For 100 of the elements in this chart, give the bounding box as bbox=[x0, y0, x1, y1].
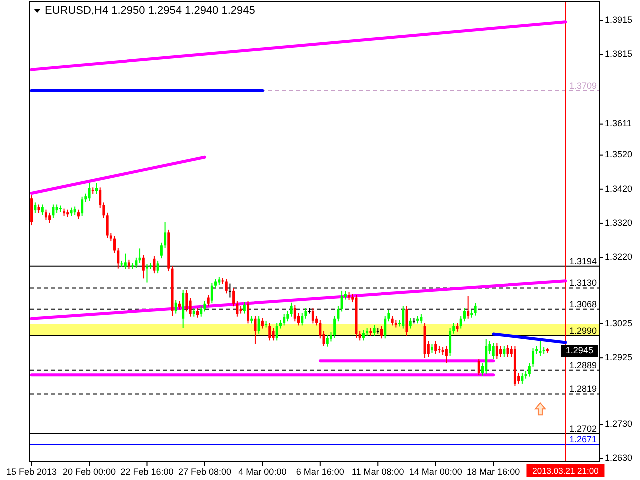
candlestick bbox=[380, 326, 384, 340]
candlestick bbox=[301, 312, 304, 326]
candlestick bbox=[478, 358, 480, 376]
ref-line-label: 1.3194 bbox=[569, 256, 597, 266]
y-tick-label: 1.3420 bbox=[605, 184, 633, 194]
candlestick bbox=[467, 296, 470, 320]
candlestick bbox=[362, 330, 365, 342]
x-tick-label: 18 Mar 16:00 bbox=[467, 467, 520, 477]
candlestick bbox=[500, 346, 502, 358]
candlestick bbox=[434, 340, 438, 354]
candlestick bbox=[214, 278, 218, 290]
candlestick bbox=[153, 256, 156, 274]
x-tick-label: 2013.03.21 21:00 bbox=[532, 466, 600, 476]
candlestick bbox=[186, 290, 188, 312]
candlestick bbox=[44, 209, 48, 221]
candlestick bbox=[532, 348, 535, 368]
x-tick-label: 11 Mar 08:00 bbox=[352, 467, 404, 477]
y-tick-label: 1.3611 bbox=[605, 118, 632, 129]
ref-line-label: 1.3709 bbox=[569, 80, 597, 91]
candlestick bbox=[312, 308, 314, 324]
candlestick bbox=[261, 318, 264, 330]
candlestick bbox=[258, 316, 260, 334]
ref-line-label: 1.2819 bbox=[569, 384, 597, 394]
chart-title: EURUSD,H4 1.2950 1.2954 1.2940 1.2945 bbox=[45, 5, 256, 17]
candlestick bbox=[406, 306, 408, 336]
candlestick bbox=[210, 282, 214, 304]
candlestick bbox=[207, 294, 210, 308]
ref-line-label: 1.2702 bbox=[569, 424, 597, 434]
x-tick-label: 15 Feb 2013 bbox=[6, 467, 58, 477]
y-tick-label: 1.2630 bbox=[605, 452, 633, 463]
candlestick bbox=[272, 328, 275, 342]
candlestick bbox=[156, 260, 160, 274]
candlestick bbox=[539, 340, 542, 357]
x-tick-label: 4 Mar 00:00 bbox=[238, 467, 287, 477]
candlestick bbox=[41, 204, 44, 216]
candlestick bbox=[521, 372, 524, 384]
x-tick-label: 20 Feb 00:00 bbox=[63, 467, 116, 477]
candlestick bbox=[445, 346, 448, 364]
candlestick bbox=[290, 302, 293, 318]
candlestick bbox=[95, 182, 98, 195]
ref-line-label: 1.2990 bbox=[569, 326, 597, 336]
candlestick bbox=[391, 316, 394, 326]
candlestick bbox=[142, 254, 145, 280]
y-tick-label: 1.3025 bbox=[605, 318, 633, 328]
candlestick bbox=[409, 318, 412, 330]
candlestick bbox=[246, 300, 250, 324]
candlestick bbox=[200, 306, 203, 318]
y-tick-label: 1.2925 bbox=[605, 352, 633, 362]
candlestick bbox=[496, 342, 498, 360]
candlestick bbox=[506, 344, 510, 358]
candlestick bbox=[294, 304, 296, 322]
y-tick-label: 1.3915 bbox=[605, 15, 633, 26]
candlestick bbox=[528, 363, 531, 378]
ref-line-label: 1.2889 bbox=[569, 360, 597, 370]
annotation: 1.2945 bbox=[566, 346, 594, 356]
candlestick bbox=[402, 306, 405, 330]
ref-line-label: 1.2671 bbox=[569, 434, 597, 445]
candlestick bbox=[88, 182, 91, 202]
candlestick bbox=[30, 195, 34, 226]
candlestick bbox=[326, 334, 329, 348]
candlestick bbox=[124, 253, 127, 270]
x-tick-label: 27 Feb 08:00 bbox=[178, 467, 232, 477]
candlestick bbox=[384, 316, 387, 340]
candlestick bbox=[243, 302, 246, 314]
y-tick-label: 1.3320 bbox=[605, 218, 633, 228]
ref-line-label: 1.3130 bbox=[569, 278, 597, 288]
candlestick bbox=[286, 310, 290, 322]
x-tick-label: 22 Feb 16:00 bbox=[120, 467, 174, 477]
candlestick bbox=[135, 257, 138, 269]
candlestick bbox=[225, 278, 228, 294]
candlestick bbox=[276, 322, 278, 342]
candlestick bbox=[81, 196, 84, 217]
candlestick bbox=[196, 308, 200, 318]
candlestick bbox=[463, 308, 466, 322]
x-tick-label: 6 Mar 16:00 bbox=[296, 467, 344, 477]
y-tick-label: 1.3520 bbox=[605, 150, 633, 160]
candlestick bbox=[449, 328, 452, 357]
y-tick-label: 1.3815 bbox=[605, 49, 633, 60]
candlestick bbox=[330, 332, 332, 342]
candlestick bbox=[268, 322, 272, 342]
candlestick bbox=[52, 204, 55, 219]
candlestick bbox=[48, 212, 52, 224]
candlestick bbox=[492, 342, 495, 360]
y-tick-label: 1.3220 bbox=[605, 252, 633, 262]
candlestick bbox=[164, 222, 167, 249]
candlestick bbox=[503, 346, 506, 358]
candlestick bbox=[283, 314, 286, 326]
candlestick bbox=[146, 264, 149, 284]
candlestick bbox=[174, 300, 178, 314]
candlestick bbox=[373, 324, 376, 336]
candlestick bbox=[420, 314, 423, 324]
ref-line-label: 1.3068 bbox=[569, 299, 597, 310]
y-tick-label: 1.2730 bbox=[605, 418, 633, 429]
candlestick bbox=[254, 316, 257, 345]
candlestick bbox=[474, 302, 477, 316]
candlestick bbox=[340, 290, 344, 312]
candlestick bbox=[160, 242, 163, 260]
x-tick-label: 14 Mar 00:00 bbox=[409, 467, 462, 477]
candlestick bbox=[77, 209, 80, 220]
candlestick bbox=[128, 259, 130, 270]
